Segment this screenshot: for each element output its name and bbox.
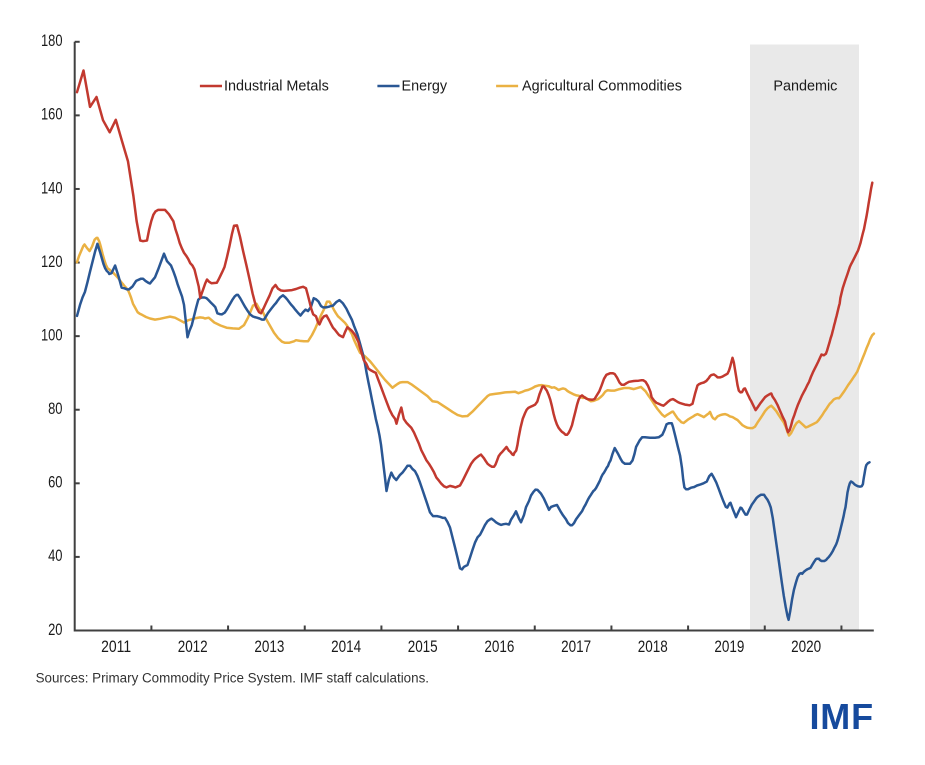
svg-text:2015: 2015 [408, 637, 438, 656]
svg-text:2014: 2014 [331, 637, 361, 656]
svg-text:100: 100 [41, 326, 63, 344]
svg-text:Agricultural Commodities: Agricultural Commodities [522, 79, 682, 95]
svg-text:Industrial Metals: Industrial Metals [224, 79, 329, 95]
svg-text:20: 20 [48, 621, 62, 639]
svg-text:2017: 2017 [561, 637, 591, 656]
svg-text:2012: 2012 [178, 637, 208, 656]
svg-text:140: 140 [41, 179, 63, 197]
svg-text:180: 180 [41, 32, 63, 50]
svg-text:60: 60 [48, 474, 62, 492]
svg-text:Energy: Energy [402, 79, 448, 95]
svg-text:Sources: Primary Commodity Pri: Sources: Primary Commodity Price System.… [36, 671, 429, 686]
svg-text:2019: 2019 [714, 637, 744, 656]
svg-text:2018: 2018 [638, 637, 668, 656]
svg-text:IMF: IMF [810, 696, 874, 737]
svg-text:Pandemic: Pandemic [773, 79, 837, 95]
svg-text:120: 120 [41, 253, 63, 271]
svg-text:160: 160 [41, 106, 63, 124]
svg-text:2016: 2016 [484, 637, 514, 656]
svg-text:2011: 2011 [101, 637, 131, 656]
svg-text:40: 40 [48, 547, 62, 565]
svg-text:2013: 2013 [254, 637, 284, 656]
svg-text:2020: 2020 [791, 637, 821, 656]
svg-text:80: 80 [48, 400, 62, 418]
